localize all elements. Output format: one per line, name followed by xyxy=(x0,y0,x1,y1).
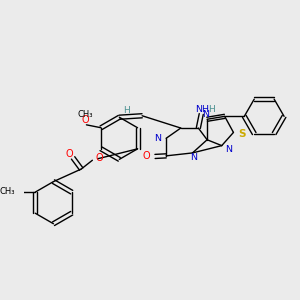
Text: S: S xyxy=(238,129,246,139)
Text: O: O xyxy=(66,149,74,159)
Text: O: O xyxy=(143,152,150,161)
Text: NH: NH xyxy=(195,104,209,113)
Text: O: O xyxy=(81,115,89,125)
Text: CH₃: CH₃ xyxy=(77,110,93,118)
Text: N: N xyxy=(225,145,232,154)
Text: N: N xyxy=(202,110,209,119)
Text: H: H xyxy=(208,104,215,113)
Text: N: N xyxy=(154,134,161,143)
Text: CH₃: CH₃ xyxy=(0,187,15,196)
Text: O: O xyxy=(96,153,103,163)
Text: H: H xyxy=(123,106,130,115)
Text: N: N xyxy=(190,153,197,162)
